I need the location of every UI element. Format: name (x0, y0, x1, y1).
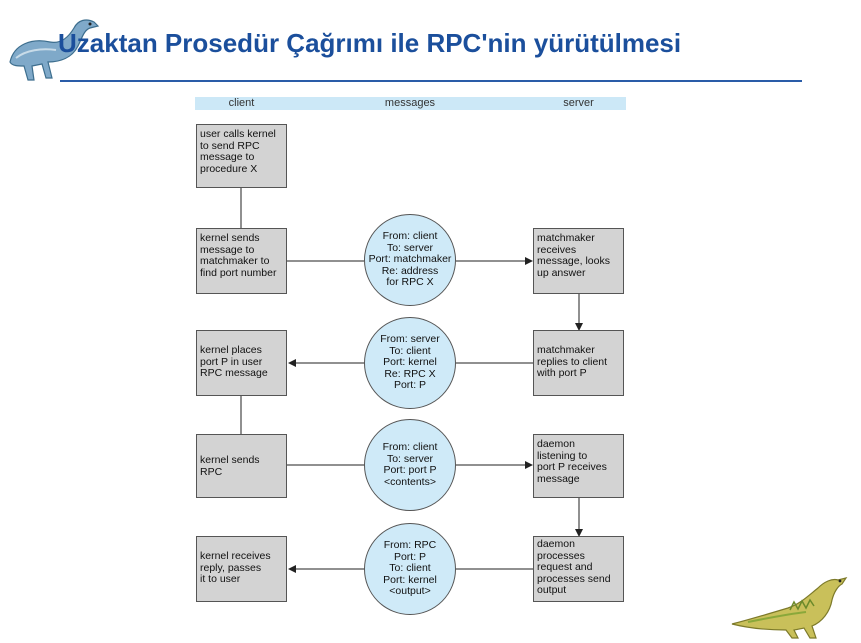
client-box-5-line-2: reply, passes (200, 561, 262, 574)
server-box-3-line-4: message (537, 472, 580, 485)
column-header-messages: messages (384, 97, 436, 109)
server-box-1-line-2: receives (537, 243, 577, 256)
client-box-1-line-1: user calls kernel (200, 128, 276, 140)
message-1-line-2: To: server (386, 241, 434, 254)
message-3-line-2: To: server (386, 452, 434, 465)
client-box-4-line-2: RPC (200, 465, 223, 478)
dinosaur-corner-icon (731, 577, 848, 639)
message-2-line-3: Port: kernel (383, 356, 437, 369)
client-box-kernel-receives-reply: kernel receives reply, passes it to user (196, 536, 287, 602)
server-box-matchmaker-replies: matchmaker replies to client with port P (533, 330, 624, 396)
message-1-line-3: Port: matchmaker (368, 253, 452, 266)
page-title: Uzaktan Prosedür Çağrımı ile RPC'nin yür… (58, 28, 682, 58)
message-4-line-4: Port: kernel (383, 573, 437, 586)
client-box-3-line-2: port P in user (200, 355, 263, 368)
column-header-client: client (228, 97, 255, 109)
client-box-2-line-1: kernel sends (200, 232, 260, 244)
server-box-daemon-listening: daemon listening to port P receives mess… (533, 434, 624, 498)
message-2-line-1: From: server (380, 333, 440, 346)
server-box-4-line-2: processes (537, 549, 585, 562)
column-header-server: server (563, 97, 594, 109)
dinosaur-logo-icon (9, 19, 100, 81)
message-bubble-3: From: client To: server Port: port P <co… (364, 419, 456, 511)
server-box-matchmaker-receives: matchmaker receives message, looks up an… (533, 228, 624, 294)
message-4-line-2: Port: P (393, 550, 427, 563)
server-box-2-line-2: replies to client (537, 355, 608, 368)
client-box-2-line-2: message to (200, 243, 255, 256)
client-box-4-line-1: kernel sends (200, 454, 260, 466)
server-box-4-line-5: output (537, 584, 567, 596)
message-3-line-4: <contents> (384, 475, 436, 488)
message-4-line-1: From: RPC (383, 539, 437, 552)
message-2-line-2: To: client (389, 344, 431, 357)
server-box-1-line-3: message, looks (537, 255, 610, 267)
message-1-line-4: Re: address (381, 264, 439, 277)
message-1-line-1: From: client (382, 230, 438, 243)
server-box-3-line-2: listening to (537, 449, 588, 462)
client-box-1-line-4: procedure X (200, 162, 258, 175)
client-box-1-line-3: message to (200, 151, 255, 163)
column-header-bar (195, 97, 626, 110)
client-box-2-line-3: matchmaker to (200, 255, 270, 267)
message-bubble-4: From: RPC Port: P To: client Port: kerne… (364, 523, 456, 615)
server-box-2-line-3: with port P (537, 367, 587, 379)
message-2-line-5: Port: P (393, 379, 427, 392)
client-box-3-line-3: RPC message (200, 367, 268, 379)
client-box-kernel-sends-rpc: kernel sends RPC (196, 434, 287, 498)
client-box-3-line-1: kernel places (200, 344, 262, 356)
server-box-1-line-4: up answer (537, 266, 586, 279)
client-box-kernel-places-port: kernel places port P in user RPC message (196, 330, 287, 396)
message-bubble-2: From: server To: client Port: kernel Re:… (364, 317, 456, 409)
server-box-daemon-processes: daemon processes request and processes s… (533, 536, 624, 602)
client-box-1-line-2: to send RPC (200, 139, 260, 152)
server-box-4-line-1: daemon (537, 538, 575, 550)
message-4-line-5: <output> (389, 585, 431, 598)
client-box-user-calls-kernel: user calls kernel to send RPC message to… (196, 124, 287, 188)
title-divider (60, 80, 802, 82)
message-1-line-5: for RPC X (386, 276, 434, 289)
server-box-4-line-3: request and (537, 561, 593, 573)
server-box-2-line-1: matchmaker (537, 344, 595, 356)
server-box-4-line-4: processes send (537, 572, 611, 585)
message-4-line-3: To: client (389, 562, 431, 575)
message-bubble-1: From: client To: server Port: matchmaker… (364, 214, 456, 306)
message-2-line-4: Re: RPC X (384, 367, 436, 380)
message-3-line-1: From: client (382, 441, 438, 453)
server-box-1-line-1: matchmaker (537, 232, 595, 244)
client-box-5-line-3: it to user (200, 573, 241, 585)
client-box-kernel-sends-message: kernel sends message to matchmaker to fi… (196, 228, 287, 294)
server-box-3-line-3: port P receives (537, 461, 607, 473)
client-box-2-line-4: find port number (200, 266, 277, 279)
client-box-5-line-1: kernel receives (200, 550, 271, 562)
message-3-line-3: Port: port P (383, 464, 437, 476)
server-box-3-line-1: daemon (537, 438, 575, 450)
